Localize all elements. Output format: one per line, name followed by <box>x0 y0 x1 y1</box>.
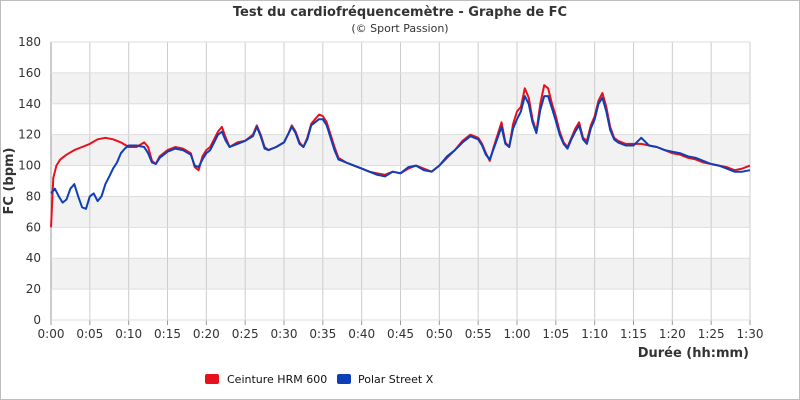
x-tick-label: 0:55 <box>465 327 492 341</box>
x-axis-label: Durée (hh:mm) <box>638 346 749 361</box>
x-tick-label: 0:10 <box>115 327 142 341</box>
y-tick-label: 60 <box>26 220 41 234</box>
horizontal-gridlines <box>51 41 750 321</box>
x-tick-label: 1:25 <box>698 327 725 341</box>
x-tick-label: 1:00 <box>504 327 531 341</box>
x-tick-label: 1:20 <box>659 327 686 341</box>
series-line-polar <box>50 95 751 210</box>
y-tick-label: 80 <box>26 189 41 203</box>
x-tick-label: 1:15 <box>620 327 647 341</box>
x-tick-label: 0:40 <box>348 327 375 341</box>
legend-label-polar: Polar Street X <box>358 373 434 386</box>
x-tick-label: 1:10 <box>581 327 608 341</box>
y-tick-labels: 0 20 40 60 80 100 120 140 160 180 <box>18 35 41 327</box>
x-tick-label: 0:05 <box>76 327 103 341</box>
x-tick-labels: 0:00 0:05 0:10 0:15 0:20 0:25 0:30 0:35 0:40 0:45… <box>38 327 764 341</box>
y-tick-label: 120 <box>18 128 41 142</box>
y-tick-label: 0 <box>33 313 41 327</box>
chart-subtitle: (© Sport Passion) <box>351 22 448 35</box>
x-tick-label: 0:35 <box>309 327 336 341</box>
legend-label-hrm600: Ceinture HRM 600 <box>227 373 327 386</box>
y-tick-label: 180 <box>18 35 41 49</box>
y-tick-label: 100 <box>18 159 41 173</box>
y-tick-label: 40 <box>26 251 41 265</box>
x-tick-label: 0:25 <box>232 327 259 341</box>
chart-title: Test du cardiofréquencemètre - Graphe de… <box>233 5 567 20</box>
y-axis-label: FC (bpm) <box>2 148 17 215</box>
legend: Ceinture HRM 600 Polar Street X <box>205 373 434 386</box>
y-tick-label: 140 <box>18 97 41 111</box>
series-lines <box>50 84 751 228</box>
y-tick-label: 160 <box>18 66 41 80</box>
x-tick-label: 1:05 <box>542 327 569 341</box>
x-tick-label: 1:30 <box>737 327 764 341</box>
legend-swatch-polar <box>337 374 351 384</box>
x-tick-label: 0:50 <box>426 327 453 341</box>
legend-swatch-hrm600 <box>205 374 219 384</box>
x-tick-label: 0:15 <box>154 327 181 341</box>
x-tick-label: 0:45 <box>387 327 414 341</box>
x-tick-label: 0:30 <box>271 327 298 341</box>
y-tick-label: 20 <box>26 282 41 296</box>
x-tick-label: 0:20 <box>193 327 220 341</box>
x-tick-label: 0:00 <box>38 327 65 341</box>
